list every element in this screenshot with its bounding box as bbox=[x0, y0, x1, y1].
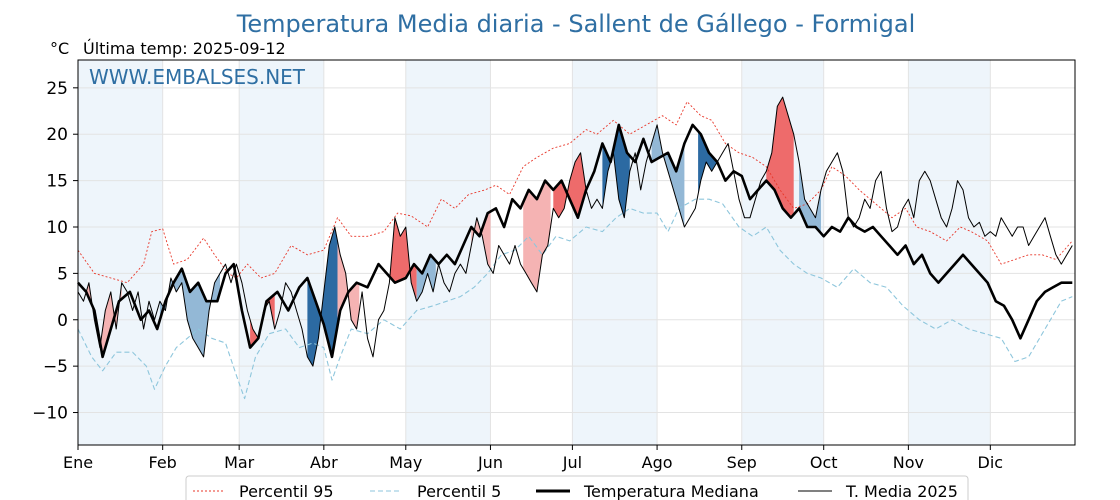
deviation-area-above_light bbox=[337, 240, 360, 329]
y-tick-label: 25 bbox=[46, 79, 68, 99]
deviation-area-above_dark bbox=[553, 152, 587, 218]
y-tick-label: 5 bbox=[57, 264, 68, 284]
month-band bbox=[78, 60, 163, 445]
y-tick-label: 0 bbox=[57, 311, 68, 331]
plot-frame bbox=[77, 59, 1076, 446]
x-tick-label: Nov bbox=[893, 453, 924, 472]
legend: Percentil 95 Percentil 5 Temperatura Med… bbox=[185, 475, 969, 500]
y-tick-label: −10 bbox=[32, 404, 68, 424]
series-lines bbox=[77, 96, 1073, 400]
deviation-area-above_light bbox=[523, 180, 551, 292]
y-tick-label: −5 bbox=[43, 357, 68, 377]
y-axis: 25 20 15 10 5 0 −5 −10 bbox=[32, 79, 78, 424]
deviation-area-below_dark bbox=[698, 131, 718, 195]
x-tick-label: Ago bbox=[642, 453, 673, 472]
x-tick-label: Mar bbox=[224, 453, 255, 472]
deviation-area-above_dark bbox=[389, 217, 417, 302]
month-band bbox=[908, 60, 991, 445]
month-band bbox=[572, 60, 658, 445]
x-tick-label: Ene bbox=[63, 453, 93, 472]
deviation-areas bbox=[86, 97, 821, 367]
unit-label: °C bbox=[50, 39, 69, 58]
x-axis: Ene Feb Mar Abr May Jun Jul Ago Sep Oct Nov Dic bbox=[63, 445, 1003, 472]
x-tick-label: Jun bbox=[477, 453, 503, 472]
deviation-area-below_light bbox=[799, 162, 821, 234]
x-tick-label: Feb bbox=[149, 453, 177, 472]
legend-label-median: Temperatura Mediana bbox=[583, 482, 759, 500]
y-tick-label: 20 bbox=[46, 125, 68, 145]
y-tick-label: 15 bbox=[46, 172, 68, 192]
y-tick-label: 10 bbox=[46, 218, 68, 238]
x-tick-label: Dic bbox=[978, 453, 1004, 472]
series-line-current bbox=[77, 96, 1073, 367]
watermark: WWW.EMBALSES.NET bbox=[89, 65, 306, 89]
x-tick-label: Abr bbox=[310, 453, 338, 472]
x-tick-label: May bbox=[389, 453, 422, 472]
chart-title: Temperatura Media diaria - Sallent de Gá… bbox=[236, 10, 916, 38]
last-temp-label: Última temp: 2025-09-12 bbox=[83, 39, 286, 58]
legend-label-p95: Percentil 95 bbox=[239, 482, 334, 500]
legend-label-p5: Percentil 5 bbox=[417, 482, 501, 500]
deviation-area-below_dark bbox=[602, 124, 630, 218]
legend-label-current: T. Media 2025 bbox=[845, 482, 958, 500]
deviation-area-below_light bbox=[159, 268, 220, 357]
legend-box bbox=[185, 475, 969, 500]
month-band bbox=[239, 60, 324, 445]
deviation-area-above_light bbox=[471, 211, 491, 269]
month-band bbox=[405, 60, 491, 445]
deviation-area-below_dark bbox=[307, 227, 338, 367]
x-tick-label: Oct bbox=[810, 453, 838, 472]
deviation-area-below_light bbox=[651, 124, 685, 227]
x-tick-label: Jul bbox=[562, 453, 582, 472]
deviation-area-above_dark bbox=[250, 294, 275, 348]
x-tick-label: Sep bbox=[727, 453, 757, 472]
